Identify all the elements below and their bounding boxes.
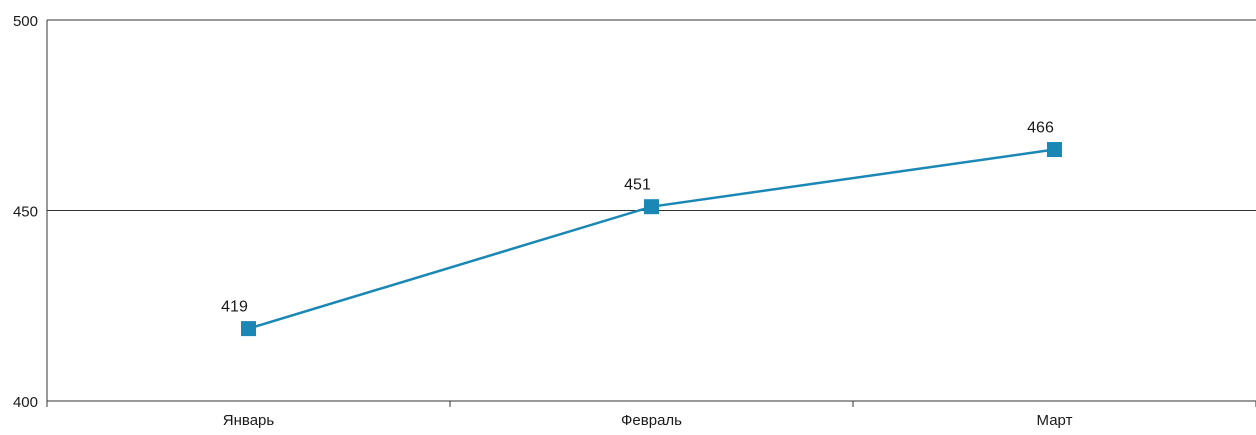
y-tick-label: 400 [13, 394, 38, 411]
x-tick-label: Февраль [621, 412, 682, 429]
data-label: 451 [624, 177, 651, 194]
y-tick-label: 450 [13, 204, 38, 221]
series-line [248, 148, 1055, 330]
data-label: 466 [1027, 120, 1054, 137]
data-point-marker [644, 199, 659, 215]
y-tick-label: 500 [13, 13, 38, 30]
data-point-marker [1047, 142, 1062, 158]
x-tick-label: Март [1037, 412, 1073, 429]
data-label: 419 [221, 299, 248, 316]
data-point-marker [241, 321, 256, 337]
x-tick-label: Январь [223, 412, 275, 429]
